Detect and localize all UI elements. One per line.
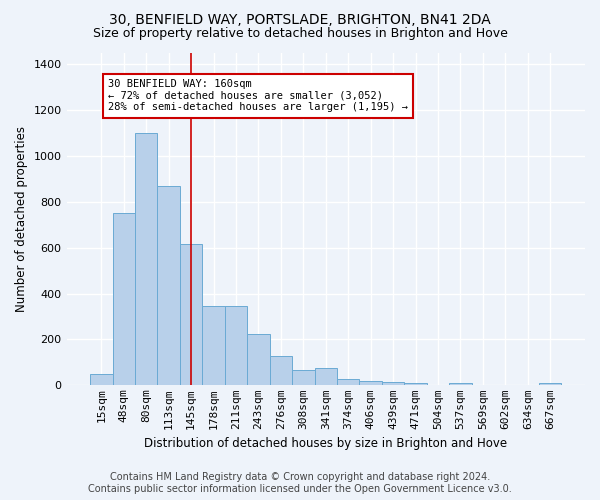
Bar: [113, 213, 135, 386]
Text: Size of property relative to detached houses in Brighton and Hove: Size of property relative to detached ho…: [92, 28, 508, 40]
Text: Contains HM Land Registry data © Crown copyright and database right 2024.
Contai: Contains HM Land Registry data © Crown c…: [88, 472, 512, 494]
Bar: [157, 186, 180, 386]
Bar: [449, 382, 472, 386]
Bar: [539, 382, 562, 386]
X-axis label: Distribution of detached houses by size in Brighton and Hove: Distribution of detached houses by size …: [144, 437, 508, 450]
Bar: [135, 133, 157, 386]
Bar: [382, 382, 404, 386]
Bar: [247, 334, 269, 386]
Bar: [337, 379, 359, 386]
Bar: [225, 306, 247, 386]
Text: 30, BENFIELD WAY, PORTSLADE, BRIGHTON, BN41 2DA: 30, BENFIELD WAY, PORTSLADE, BRIGHTON, B…: [109, 12, 491, 26]
Y-axis label: Number of detached properties: Number of detached properties: [15, 126, 28, 312]
Bar: [180, 244, 202, 386]
Bar: [314, 368, 337, 386]
Bar: [90, 374, 113, 386]
Bar: [202, 306, 225, 386]
Bar: [269, 356, 292, 386]
Bar: [359, 381, 382, 386]
Bar: [404, 383, 427, 386]
Bar: [292, 370, 314, 386]
Text: 30 BENFIELD WAY: 160sqm
← 72% of detached houses are smaller (3,052)
28% of semi: 30 BENFIELD WAY: 160sqm ← 72% of detache…: [108, 79, 408, 112]
